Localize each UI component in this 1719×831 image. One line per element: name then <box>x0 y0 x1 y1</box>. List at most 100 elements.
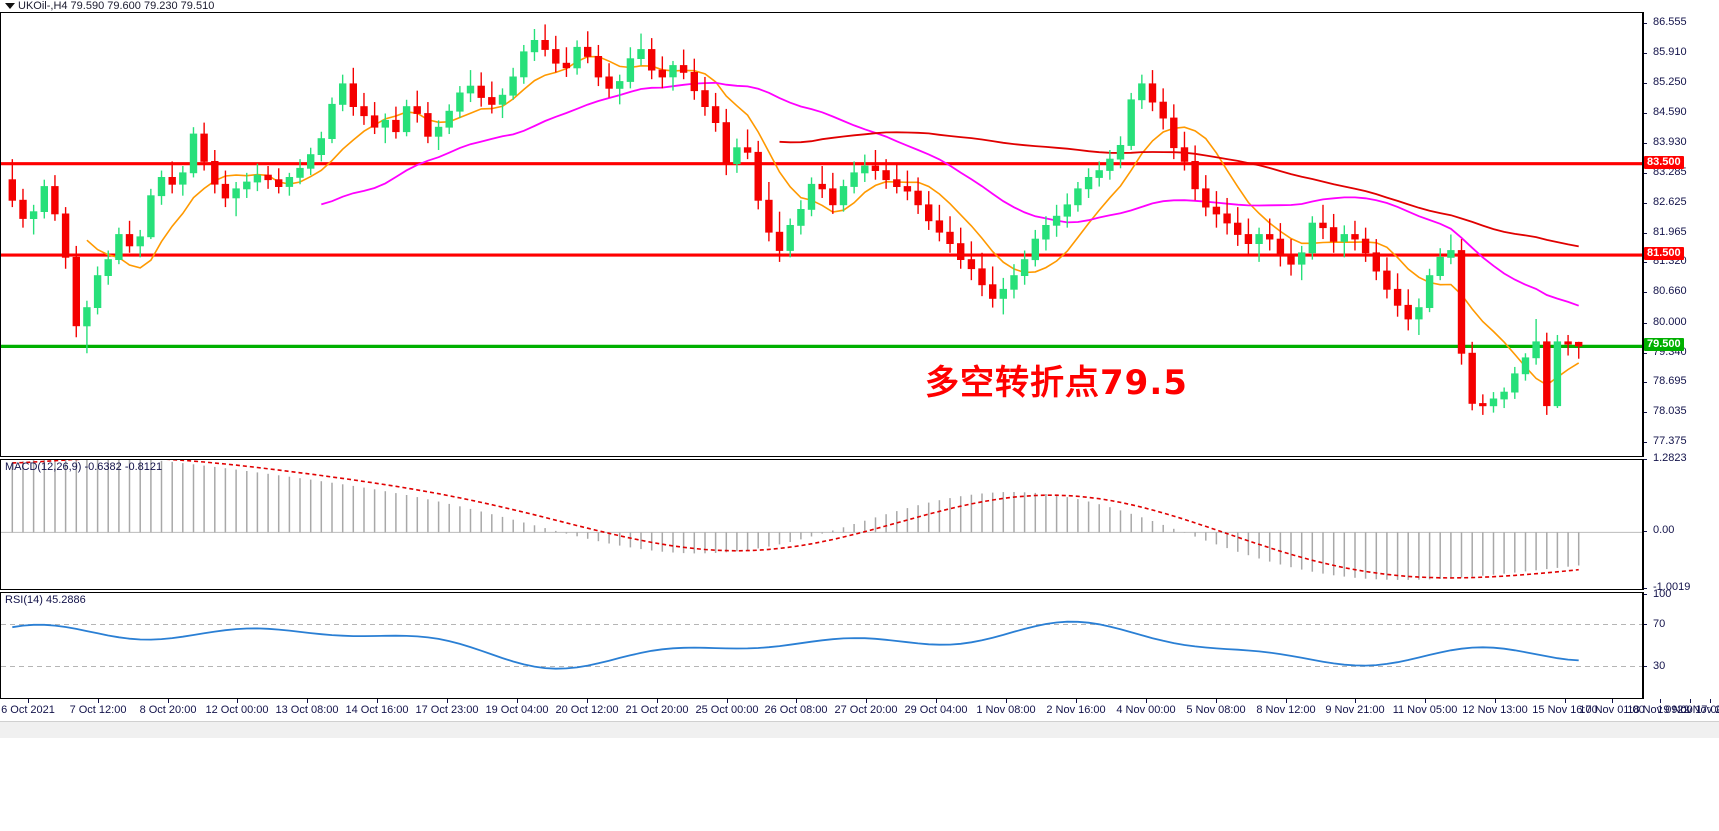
price-axis[interactable]: 86.555 85.910 85.250 84.590 83.930 83.285 82.6… <box>1643 12 1719 457</box>
time-axis-label: 6 Oct 2021 <box>1 704 55 716</box>
time-axis-tick <box>447 699 448 703</box>
price-axis-divider <box>1643 12 1644 457</box>
macd-axis-tick <box>1643 459 1647 460</box>
price-axis-tick <box>1643 442 1647 444</box>
price-axis-label: 84.590 <box>1653 105 1687 118</box>
time-axis-label: 25 Oct 00:00 <box>695 704 759 716</box>
time-axis-tick <box>796 699 797 703</box>
rsi-axis-label: 100 <box>1653 588 1672 600</box>
price-axis-tick <box>1643 382 1647 384</box>
time-axis-tick <box>1690 699 1691 703</box>
time-axis-tick <box>237 699 238 703</box>
time-axis-tick <box>1612 699 1613 703</box>
price-axis-tick <box>1643 232 1647 234</box>
macd-axis-label: 1.2823 <box>1653 452 1687 464</box>
time-axis-tick <box>1495 699 1496 703</box>
time-axis-tick <box>1710 699 1711 703</box>
time-axis-label: 17 Nov 01:00 <box>1579 704 1645 716</box>
time-axis-tick <box>1006 699 1007 703</box>
price-axis-tick <box>1643 82 1647 84</box>
macd-axis-label: -1.0019 <box>1653 581 1691 593</box>
price-axis-label: 78.035 <box>1653 405 1687 418</box>
time-axis-label: 8 Nov 12:00 <box>1256 704 1316 716</box>
rsi-axis-label: 70 <box>1653 617 1666 630</box>
price-axis-tick <box>1643 352 1647 354</box>
rsi-panel[interactable] <box>0 592 1643 699</box>
time-axis-label: 2 Nov 16:00 <box>1046 704 1106 716</box>
time-axis-label: 1 Nov 08:00 <box>976 704 1036 716</box>
time-axis-label: 8 Oct 20:00 <box>139 704 197 716</box>
price-axis-label: 83.930 <box>1653 136 1687 149</box>
time-axis-tick <box>517 699 518 703</box>
time-axis-tick <box>657 699 658 703</box>
price-axis-label: 86.555 <box>1653 16 1687 29</box>
price-axis-label: 85.910 <box>1653 45 1687 58</box>
triangle-down-icon[interactable] <box>5 3 15 9</box>
horizontal-scrollbar[interactable] <box>0 721 1719 738</box>
time-axis-tick <box>1425 699 1426 703</box>
time-axis-label: 14 Oct 16:00 <box>345 704 409 716</box>
price-axis-tick <box>1643 292 1647 294</box>
time-axis-label: 19 Oct 04:00 <box>485 704 549 716</box>
time-axis-label: 5 Nov 08:00 <box>1186 704 1246 716</box>
time-axis-label: 18 Nov 09:00 <box>1627 704 1693 716</box>
time-axis-tick <box>98 699 99 703</box>
time-axis-tick <box>1076 699 1077 703</box>
price-axis-tick <box>1643 172 1647 174</box>
price-axis-label: 82.625 <box>1653 195 1687 208</box>
symbol-header-label: UKOil-,H4 79.590 79.600 79.230 79.510 <box>18 0 215 12</box>
price-axis-label: 81.320 <box>1653 255 1687 268</box>
price-axis-label: 79.340 <box>1653 345 1687 358</box>
price-axis-tick <box>1643 412 1647 414</box>
time-axis-tick <box>1355 699 1356 703</box>
rsi-canvas[interactable] <box>1 593 1642 698</box>
time-axis-label: 11 Nov 05:00 <box>1392 704 1458 716</box>
rsi-axis-label: 30 <box>1653 659 1666 672</box>
time-axis-label: 21 Oct 20:00 <box>625 704 689 716</box>
time-axis-label: 9 Nov 21:00 <box>1325 704 1385 716</box>
price-axis-label: 78.695 <box>1653 375 1687 388</box>
time-axis-tick <box>307 699 308 703</box>
time-axis-label: 12 Nov 13:00 <box>1462 704 1528 716</box>
time-axis-tick <box>587 699 588 703</box>
price-chart-panel[interactable] <box>0 12 1643 457</box>
rsi-axis-tick <box>1643 594 1647 595</box>
time-axis-tick <box>1660 699 1661 703</box>
rsi-axis-tick <box>1643 665 1647 667</box>
time-axis-label: 22 Nov 20:00 <box>1677 704 1719 716</box>
price-axis-tick <box>1643 143 1647 145</box>
price-axis-tick <box>1643 322 1647 324</box>
macd-axis-divider <box>1643 459 1644 590</box>
chart-header-bar: UKOil-,H4 79.590 79.600 79.230 79.510 <box>0 0 1719 13</box>
time-axis-tick <box>377 699 378 703</box>
time-axis-label: 20 Oct 12:00 <box>555 704 619 716</box>
macd-axis: 1.2823 0.00 -1.0019 <box>1643 453 1719 593</box>
price-axis-tick <box>1643 52 1647 54</box>
macd-axis-tick <box>1643 588 1647 589</box>
price-chart-canvas[interactable] <box>1 13 1642 456</box>
time-axis-label: 13 Oct 08:00 <box>275 704 339 716</box>
time-axis-label: 19 Nov 17:00 <box>1657 704 1719 716</box>
macd-title-label: MACD(12,26,9) -0.6382 -0.8121 <box>5 461 163 473</box>
price-axis-label: 80.660 <box>1653 285 1687 298</box>
time-axis[interactable]: 6 Oct 2021 7 Oct 12:00 8 Oct 20:00 12 Oct 0… <box>0 699 1719 721</box>
price-level-tag[interactable]: 81.500 <box>1644 247 1684 261</box>
time-axis-tick <box>1216 699 1217 703</box>
macd-canvas[interactable] <box>1 460 1642 589</box>
macd-axis-label: 0.00 <box>1653 524 1675 537</box>
time-axis-tick <box>1286 699 1287 703</box>
macd-panel[interactable] <box>0 459 1643 590</box>
price-level-tag[interactable]: 79.500 <box>1644 338 1684 352</box>
chart-annotation-text: 多空转折点79.5 <box>925 363 1188 403</box>
time-axis-label: 29 Oct 04:00 <box>904 704 968 716</box>
price-level-tag[interactable]: 83.500 <box>1644 155 1684 169</box>
price-axis-label: 77.375 <box>1653 435 1687 448</box>
price-axis-tick <box>1643 23 1647 25</box>
time-axis-tick <box>1565 699 1566 703</box>
time-axis-tick <box>936 699 937 703</box>
price-axis-tick <box>1643 262 1647 264</box>
rsi-title-label: RSI(14) 45.2886 <box>5 594 86 606</box>
price-axis-label: 80.000 <box>1653 315 1687 328</box>
time-axis-label: 15 Nov 16:00 <box>1532 704 1598 716</box>
time-axis-tick <box>168 699 169 703</box>
